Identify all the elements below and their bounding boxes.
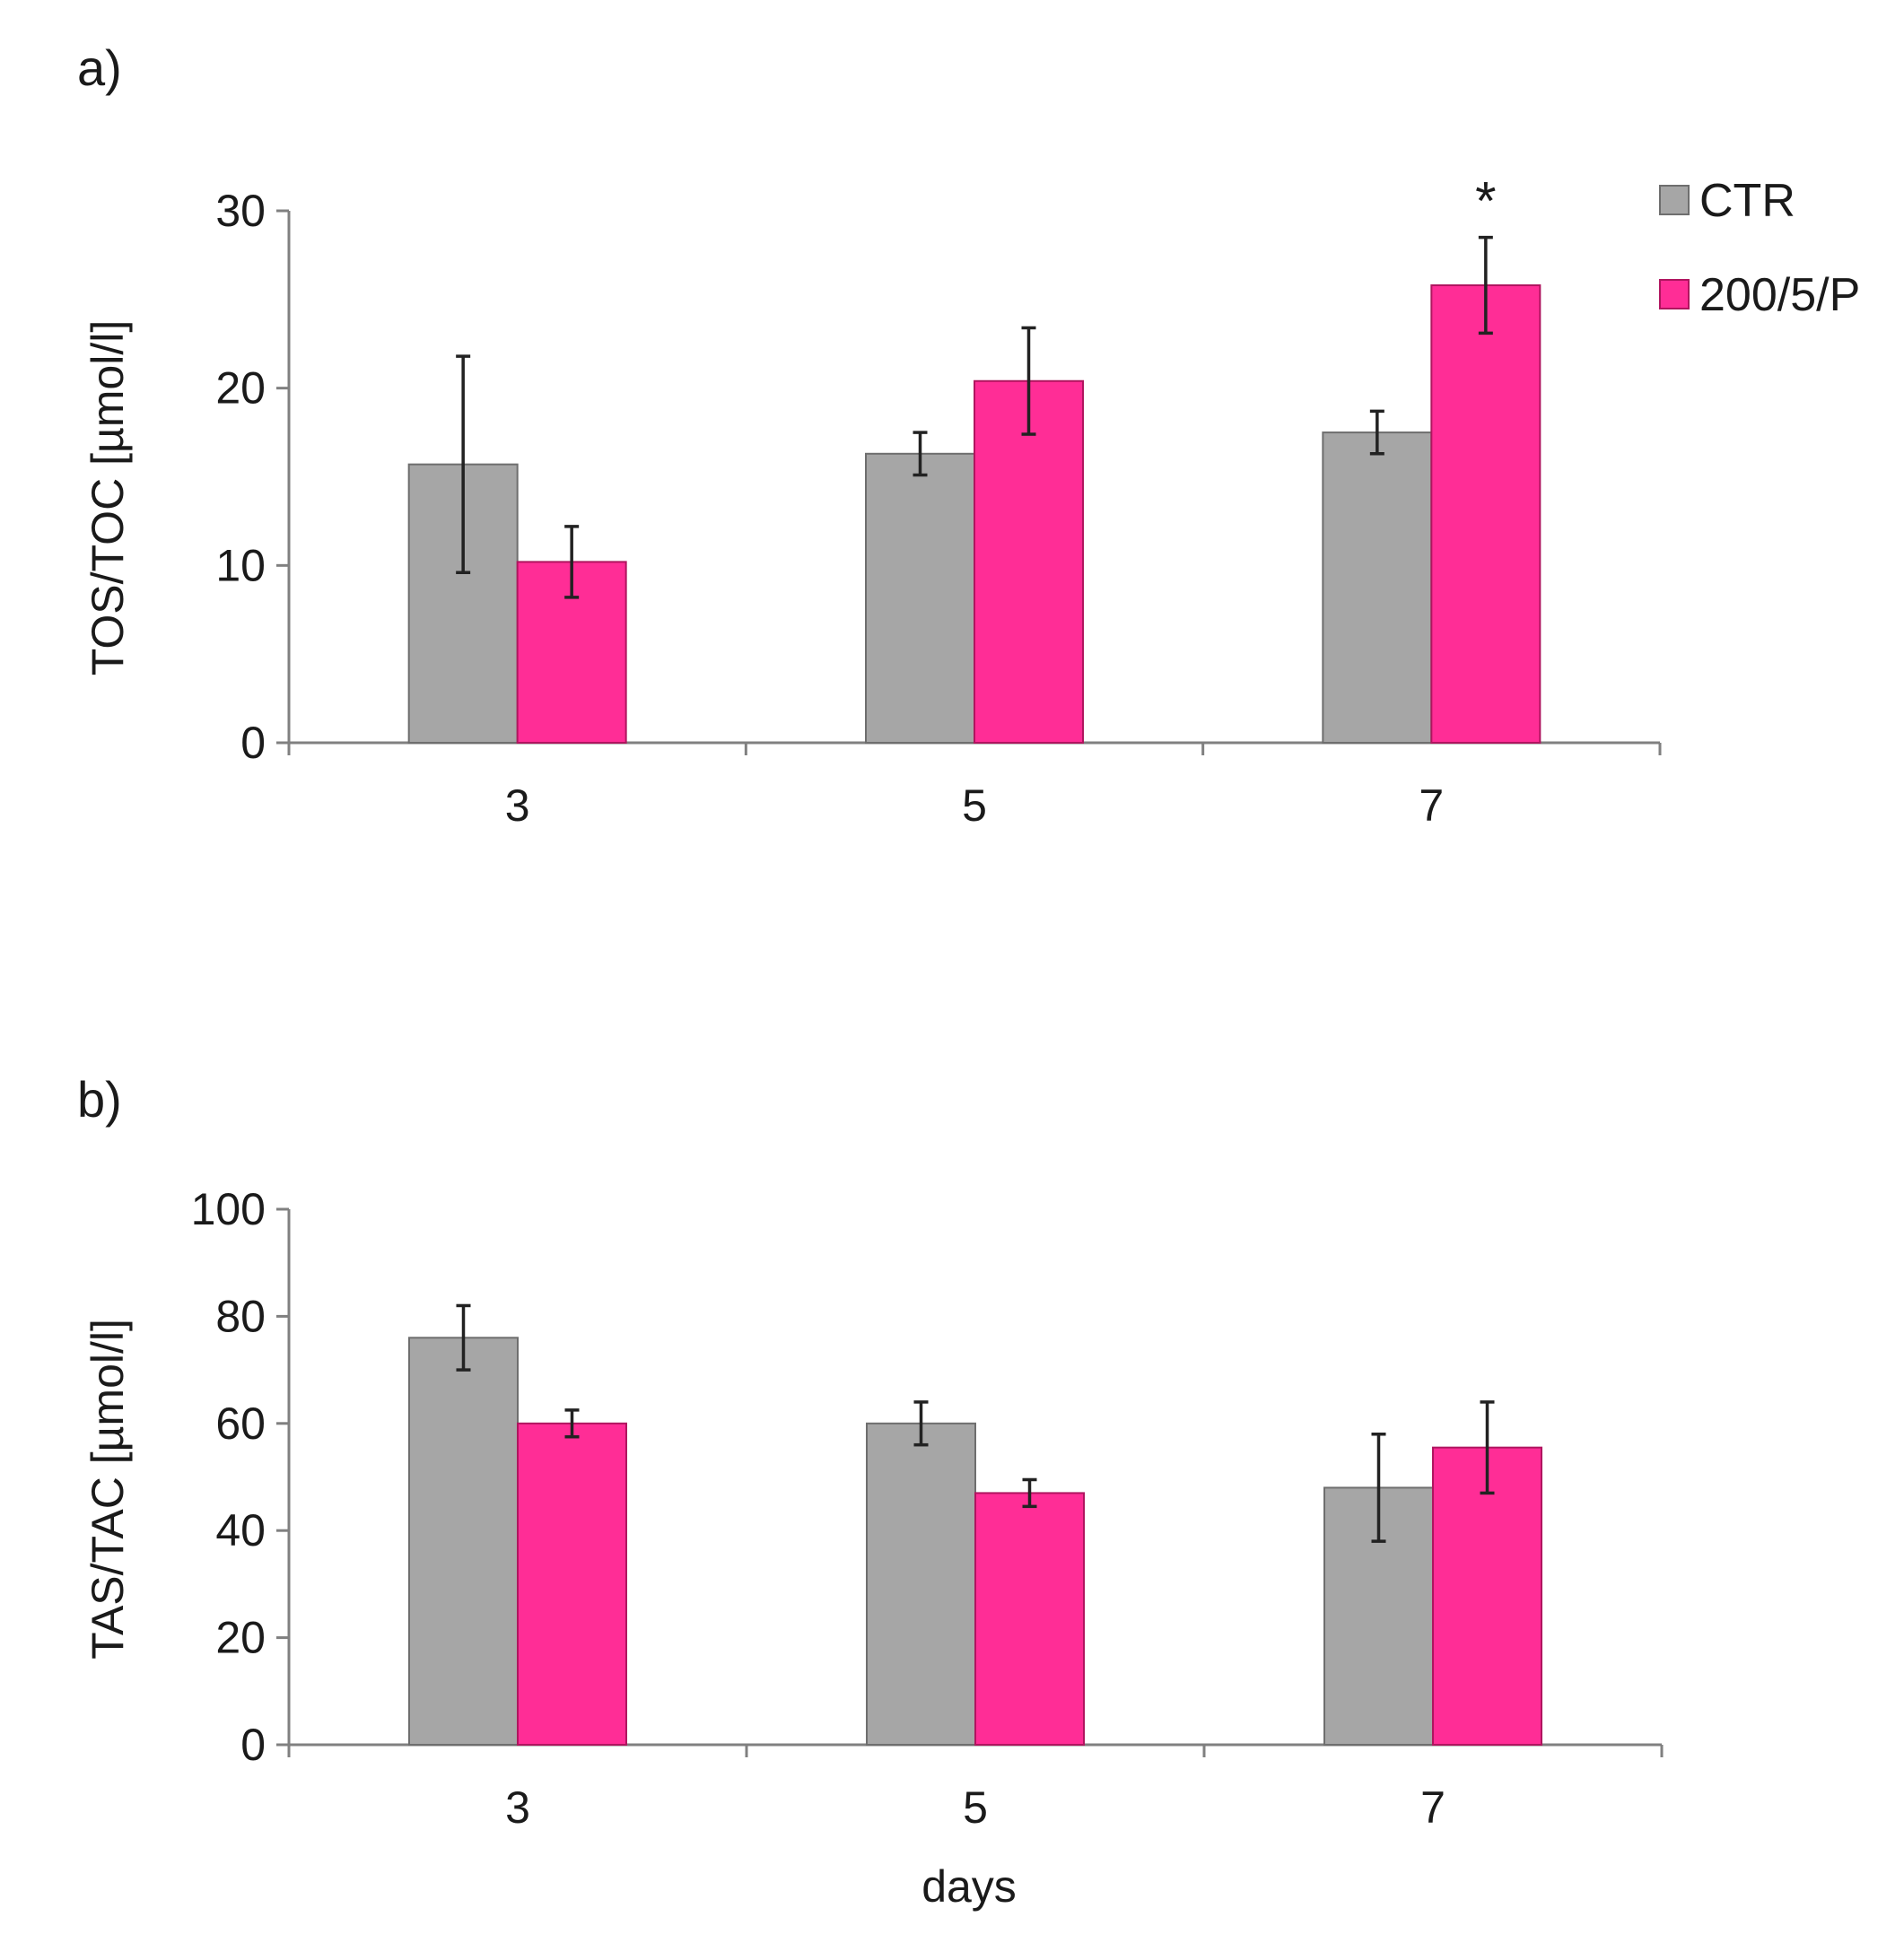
- error-bar-b-200-5-p-day-5: [1022, 1477, 1037, 1509]
- y-axis-title-b: TAS/TAC [µmol/l]: [83, 1319, 133, 1660]
- error-bar-b-200-5-p-day-7: [1480, 1400, 1495, 1495]
- significance-annotation-a-day-7: *: [1475, 171, 1496, 231]
- x-tick-label-a-5: 5: [962, 780, 987, 831]
- y-tick-label-a-20: 20: [215, 363, 266, 414]
- chart-panel-a: a) TOS/TOC [µmol/l] 0 10 20 30 3 5 7 *: [77, 39, 1662, 831]
- y-axis-label-b: TAS/TAC [µmol/l]: [83, 1319, 133, 1660]
- y-tick-label-b-40: 40: [215, 1505, 266, 1555]
- legend-swatch-200-5-p: [1659, 279, 1690, 309]
- error-bar-b-ctr-day-5: [913, 1400, 929, 1447]
- y-tick-label-a-10: 10: [215, 540, 266, 590]
- error-bar-a-ctr-day-3: [456, 354, 471, 574]
- bar-a-ctr-day-7: [1322, 431, 1433, 744]
- y-axis-title-a: TOS/TOC [µmol/l]: [83, 320, 133, 675]
- y-axis-label-a: TOS/TOC [µmol/l]: [83, 320, 133, 675]
- error-bar-b-ctr-day-7: [1371, 1432, 1386, 1543]
- bar-b-ctr-day-5: [866, 1422, 976, 1747]
- y-tick-label-a-0: 0: [240, 718, 266, 768]
- x-tick-label-b-7: 7: [1420, 1782, 1445, 1833]
- y-tick-label-b-0: 0: [240, 1720, 266, 1770]
- error-bar-a-200-5-p-day-3: [564, 525, 580, 599]
- panel-label-b: b): [77, 1071, 122, 1128]
- y-tick-label-b-80: 80: [215, 1291, 266, 1341]
- y-tick-label-b-20: 20: [215, 1613, 266, 1663]
- chart-panel-b: b) TAS/TAC [µmol/l] 0 20 40 60 80 100 3 5 7 days: [77, 1071, 1664, 1912]
- bar-a-200-5-p-day-7: [1430, 284, 1542, 744]
- panel-label-a: a): [77, 39, 122, 96]
- x-tick-label-b-3: 3: [505, 1782, 530, 1833]
- error-bar-a-200-5-p-day-5: [1021, 326, 1036, 436]
- error-bar-b-200-5-p-day-3: [564, 1408, 580, 1439]
- legend: CTR 200/5/P: [1659, 175, 1860, 321]
- bar-a-ctr-day-5: [865, 452, 975, 744]
- plot-area-b: 0 20 40 60 80 100 3 5 7: [191, 1184, 1664, 1833]
- x-tick-label-a-7: 7: [1419, 780, 1444, 831]
- x-tick-label-b-5: 5: [963, 1782, 988, 1833]
- legend-label-ctr: CTR: [1699, 175, 1795, 227]
- error-bar-a-ctr-day-5: [913, 431, 928, 477]
- plot-area-a: 0 10 20 30 3 5 7 *: [215, 171, 1662, 831]
- y-tick-label-b-100: 100: [191, 1184, 266, 1234]
- y-tick-label-b-60: 60: [215, 1398, 266, 1449]
- bar-b-200-5-p-day-5: [974, 1492, 1085, 1747]
- bar-b-200-5-p-day-7: [1432, 1446, 1542, 1747]
- error-bar-a-ctr-day-7: [1369, 409, 1384, 456]
- legend-label-200-5-p: 200/5/P: [1699, 269, 1860, 321]
- bar-a-200-5-p-day-5: [974, 379, 1084, 744]
- bar-b-200-5-p-day-3: [517, 1422, 627, 1747]
- bar-b-ctr-day-3: [408, 1337, 519, 1747]
- error-bar-b-ctr-day-3: [456, 1303, 471, 1372]
- error-bar-a-200-5-p-day-7: [1478, 235, 1493, 335]
- x-tick-label-a-3: 3: [505, 780, 530, 831]
- legend-swatch-ctr: [1659, 185, 1690, 215]
- x-axis-label-b: days: [921, 1861, 1017, 1912]
- y-tick-label-a-30: 30: [215, 186, 266, 236]
